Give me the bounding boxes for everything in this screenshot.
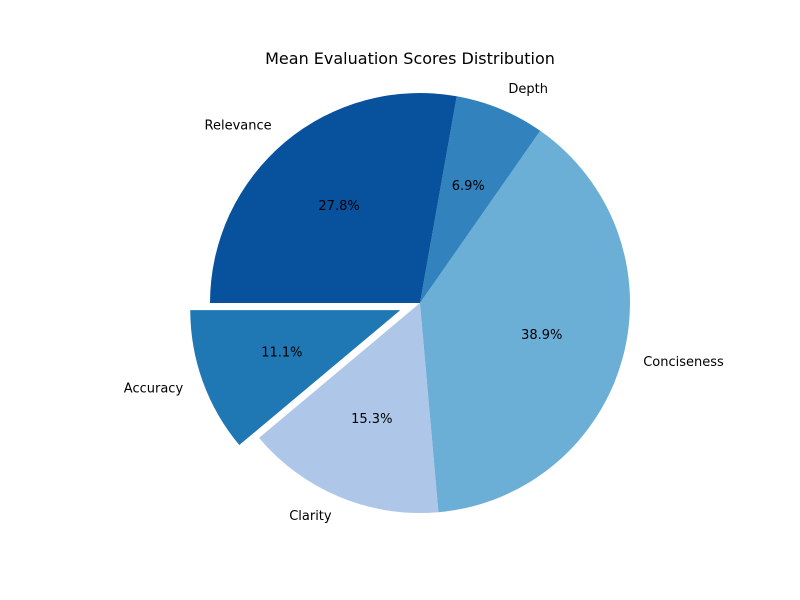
slice-label-accuracy: Accuracy — [124, 382, 184, 397]
pct-label-relevance: 27.8% — [318, 199, 359, 214]
pie-labels: Accuracy 11.1% Clarity 15.3% Conciseness 38.9… — [124, 82, 724, 524]
chart-title: Mean Evaluation Scores Distribution — [265, 49, 555, 68]
pie-slice-accuracy — [190, 310, 401, 446]
pie-slice-relevance — [210, 93, 457, 303]
pct-label-depth: 6.9% — [452, 179, 485, 194]
slice-label-relevance: Relevance — [205, 118, 272, 133]
pie-slice-clarity — [259, 303, 439, 513]
slice-label-clarity: Clarity — [289, 509, 332, 524]
slice-label-conciseness: Conciseness — [643, 355, 724, 370]
pie-slice-depth — [420, 96, 541, 304]
pct-label-conciseness: 38.9% — [521, 328, 562, 343]
pct-label-accuracy: 11.1% — [261, 346, 302, 361]
pie-slice-conciseness — [420, 130, 630, 513]
pie-slices — [190, 93, 630, 513]
pct-label-clarity: 15.3% — [351, 412, 392, 427]
slice-label-depth: Depth — [508, 82, 548, 97]
